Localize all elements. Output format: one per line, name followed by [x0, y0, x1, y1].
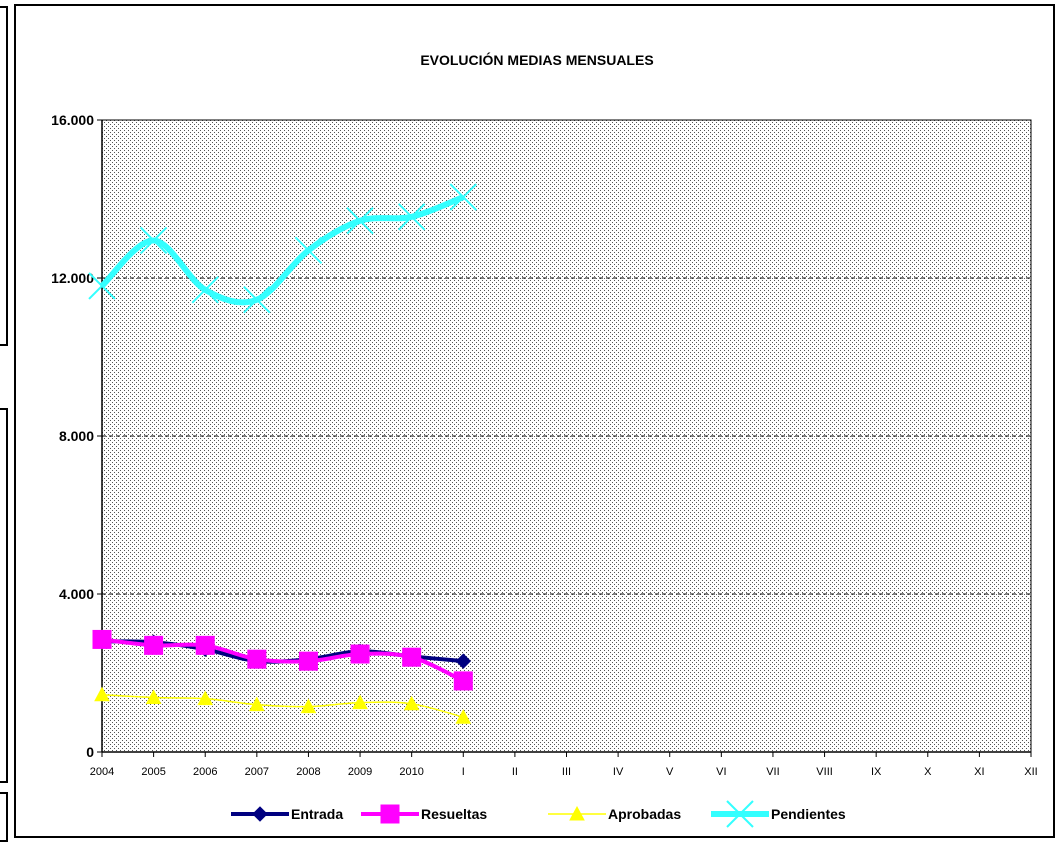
legend-item-entrada: Entrada: [231, 806, 343, 822]
x-tick-label: 2005: [141, 766, 165, 778]
x-tick-label: 2009: [348, 766, 372, 778]
data-point-aprobadas: [352, 694, 368, 710]
data-point-aprobadas: [248, 696, 265, 712]
legend-item-pendientes: Pendientes: [711, 800, 846, 828]
x-tick-label: 2006: [193, 766, 217, 778]
data-point-resueltas: [247, 649, 267, 669]
left-panel-border-top: [0, 6, 8, 346]
x-tick-label: VII: [766, 766, 779, 778]
data-point-aprobadas: [94, 686, 110, 702]
data-point-entrada: [455, 653, 471, 669]
series-pendientes: [88, 183, 477, 314]
y-tick-label: 12.000: [51, 270, 94, 286]
data-point-aprobadas: [197, 690, 214, 706]
chart-title: EVOLUCIÓN MEDIAS MENSUALES: [420, 51, 653, 68]
data-point-pendientes: [449, 183, 477, 211]
series-aprobadas: [94, 686, 472, 724]
left-panel-border-middle: [0, 408, 8, 783]
data-point-pendientes: [294, 236, 323, 265]
x-tick-label: IV: [613, 766, 624, 778]
x-tick-label: 2008: [296, 766, 320, 778]
x-tick-label: X: [924, 766, 932, 778]
y-tick-label: 0: [86, 744, 94, 760]
series-resueltas: [92, 629, 473, 691]
x-tick-label: VI: [716, 766, 726, 778]
y-tick-label: 8.000: [59, 428, 94, 444]
data-point-pendientes: [397, 203, 426, 231]
legend-label-entrada: Entrada: [291, 806, 343, 822]
line-chart: EVOLUCIÓN MEDIAS MENSUALES 0 4.000 8.000 12…: [51, 51, 1038, 828]
x-tick-label: XII: [1024, 766, 1037, 778]
data-point-resueltas: [350, 644, 370, 664]
data-point-resueltas: [195, 635, 215, 655]
data-point-pendientes: [88, 272, 116, 300]
data-point-aprobadas: [145, 689, 162, 704]
x-tick-label: III: [562, 766, 571, 778]
y-tick-label: 4.000: [59, 586, 94, 602]
legend-marker-aprobadas: [569, 805, 585, 821]
x-tick-label: 2007: [245, 766, 269, 778]
data-point-resueltas: [144, 635, 164, 655]
legend-item-aprobadas: Aprobadas: [548, 805, 681, 822]
data-point-pendientes: [346, 207, 374, 235]
x-tick-label: VIII: [816, 766, 833, 778]
x-tick-label: V: [666, 766, 674, 778]
chart-container: EVOLUCIÓN MEDIAS MENSUALES 0 4.000 8.000 12…: [14, 4, 1055, 838]
legend-marker-resueltas: [380, 804, 400, 824]
x-tick-label: 2004: [90, 766, 114, 778]
data-point-aprobadas: [455, 709, 472, 724]
legend-label-resueltas: Resueltas: [421, 806, 487, 822]
data-point-aprobadas: [403, 695, 420, 711]
data-point-pendientes: [139, 226, 168, 255]
data-point-pendientes: [191, 276, 219, 304]
x-tick-label: 2010: [399, 766, 423, 778]
legend-label-aprobadas: Aprobadas: [608, 806, 681, 822]
legend-marker-entrada: [252, 806, 268, 822]
x-tick-label: I: [462, 766, 465, 778]
x-tick-label: XI: [974, 766, 984, 778]
y-tick-label: 16.000: [51, 112, 94, 128]
data-point-resueltas: [402, 647, 422, 667]
legend-marker-pendientes: [726, 800, 754, 828]
data-point-resueltas: [298, 651, 318, 671]
legend-label-pendientes: Pendientes: [771, 806, 846, 822]
x-tick-label: IX: [871, 766, 882, 778]
legend-item-resueltas: Resueltas: [361, 804, 487, 824]
data-point-pendientes: [243, 286, 271, 314]
data-point-resueltas: [453, 671, 473, 691]
data-point-aprobadas: [300, 698, 317, 714]
left-panel-border-bottom: [0, 792, 8, 842]
data-point-resueltas: [92, 629, 112, 649]
x-tick-label: II: [512, 766, 518, 778]
